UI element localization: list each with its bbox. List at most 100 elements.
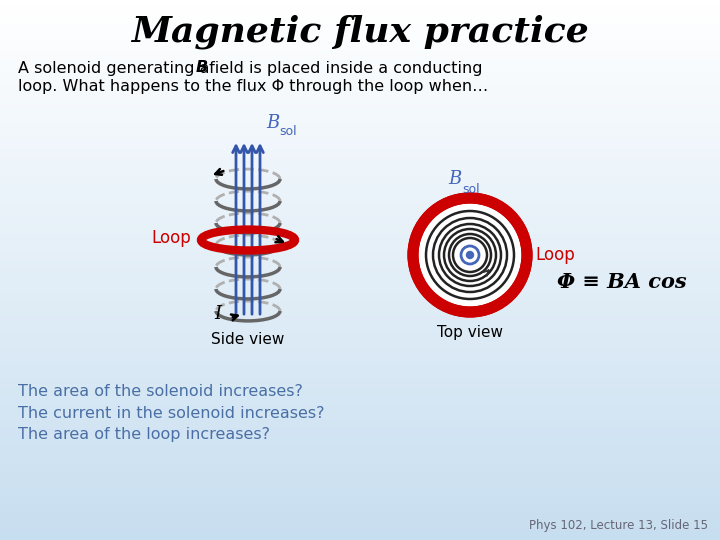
Text: The area of the loop increases?: The area of the loop increases?: [18, 428, 270, 442]
Bar: [0, 112, 720, 117]
Text: The area of the solenoid increases?: The area of the solenoid increases?: [18, 384, 303, 400]
Bar: [0, 230, 720, 234]
Bar: [0, 162, 720, 166]
Bar: [0, 355, 720, 360]
Bar: [0, 104, 720, 108]
Bar: [0, 189, 720, 193]
Bar: [0, 468, 720, 472]
Bar: [0, 301, 720, 306]
Bar: [0, 310, 720, 315]
Text: B: B: [266, 114, 279, 132]
Bar: [0, 315, 720, 320]
Text: Top view: Top view: [437, 325, 503, 340]
Bar: [0, 94, 720, 99]
Bar: [0, 185, 720, 189]
Bar: [0, 198, 720, 202]
Bar: [0, 50, 720, 54]
Circle shape: [467, 252, 474, 259]
Bar: [0, 432, 720, 436]
Bar: [0, 509, 720, 513]
Bar: [0, 99, 720, 104]
Bar: [0, 333, 720, 338]
Bar: [0, 270, 720, 274]
Bar: [0, 369, 720, 374]
Bar: [0, 495, 720, 500]
Bar: [0, 18, 720, 23]
Bar: [0, 14, 720, 18]
Bar: [0, 274, 720, 279]
Bar: [0, 396, 720, 401]
Bar: [0, 139, 720, 144]
Bar: [0, 243, 720, 247]
Bar: [0, 193, 720, 198]
Bar: [0, 320, 720, 324]
Text: Side view: Side view: [211, 333, 284, 348]
Text: Phys 102, Lecture 13, Slide 15: Phys 102, Lecture 13, Slide 15: [529, 519, 708, 532]
Bar: [0, 531, 720, 536]
Bar: [0, 225, 720, 229]
Bar: [0, 85, 720, 90]
Bar: [0, 477, 720, 482]
Text: Loop: Loop: [151, 229, 191, 247]
Bar: [0, 81, 720, 85]
Bar: [0, 216, 720, 220]
Text: I: I: [215, 305, 222, 323]
Bar: [0, 239, 720, 243]
Bar: [0, 436, 720, 441]
Bar: [0, 490, 720, 495]
Bar: [0, 500, 720, 504]
Bar: [0, 58, 720, 63]
Bar: [0, 306, 720, 310]
Bar: [0, 180, 720, 185]
Bar: [0, 68, 720, 72]
Bar: [0, 414, 720, 418]
Bar: [0, 288, 720, 293]
Bar: [0, 382, 720, 387]
Bar: [0, 324, 720, 328]
Bar: [0, 27, 720, 31]
Bar: [0, 446, 720, 450]
Bar: [0, 9, 720, 14]
Bar: [0, 54, 720, 58]
Bar: [0, 526, 720, 531]
Bar: [0, 401, 720, 405]
Bar: [0, 459, 720, 463]
Bar: [0, 45, 720, 50]
Text: Magnetic flux practice: Magnetic flux practice: [131, 15, 589, 49]
Bar: [0, 463, 720, 468]
Bar: [0, 63, 720, 68]
Bar: [0, 266, 720, 270]
Bar: [0, 405, 720, 409]
Bar: [0, 338, 720, 342]
Text: sol: sol: [279, 125, 297, 138]
Bar: [0, 166, 720, 171]
Bar: [0, 207, 720, 212]
Bar: [0, 279, 720, 284]
Bar: [0, 261, 720, 266]
Text: loop. What happens to the flux Φ through the loop when…: loop. What happens to the flux Φ through…: [18, 78, 488, 93]
Bar: [0, 297, 720, 301]
Text: Φ ≡ BA cos: Φ ≡ BA cos: [557, 272, 687, 292]
Bar: [0, 364, 720, 369]
Bar: [0, 536, 720, 540]
Bar: [0, 108, 720, 112]
Bar: [0, 409, 720, 414]
Bar: [0, 428, 720, 432]
Bar: [0, 117, 720, 122]
Bar: [0, 31, 720, 36]
Bar: [0, 256, 720, 261]
Bar: [0, 158, 720, 162]
Bar: [0, 23, 720, 27]
Bar: [0, 72, 720, 77]
Bar: [0, 252, 720, 256]
Bar: [0, 247, 720, 252]
Bar: [0, 450, 720, 455]
Bar: [0, 135, 720, 139]
Bar: [0, 360, 720, 364]
Bar: [0, 504, 720, 509]
Bar: [0, 176, 720, 180]
Bar: [0, 374, 720, 378]
Bar: [0, 202, 720, 207]
Bar: [0, 126, 720, 131]
Bar: [0, 517, 720, 522]
